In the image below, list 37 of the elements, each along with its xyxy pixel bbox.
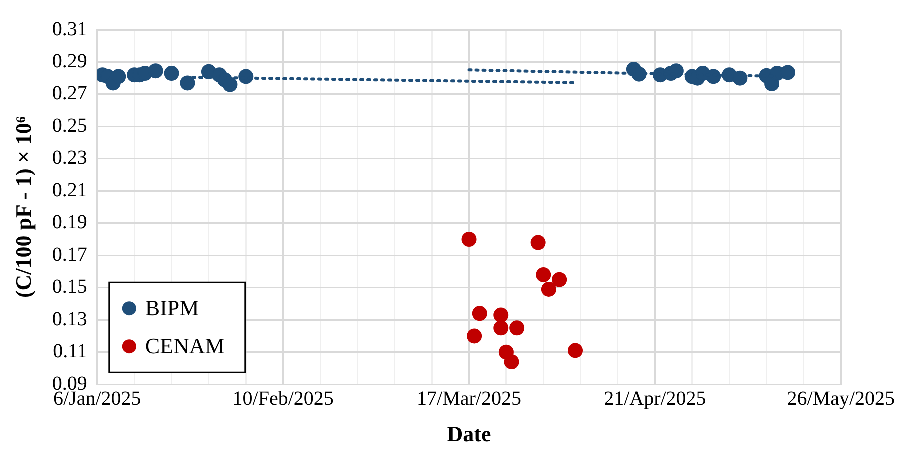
point (467, 328, 482, 344)
x-axis-title: Date (447, 421, 492, 446)
x-tick-label: 10/Feb/2025 (232, 388, 334, 410)
point (222, 77, 238, 92)
x-tick-label: 21/Apr/2025 (604, 388, 706, 410)
point (494, 320, 509, 336)
point (530, 235, 546, 250)
point (494, 308, 509, 323)
point (180, 76, 196, 91)
y-tick-label: 0.21 (52, 179, 88, 202)
legend-label: BIPM (145, 295, 200, 320)
point (111, 69, 126, 84)
y-tick-label: 0.27 (52, 82, 88, 105)
x-tick-label: 17/Mar/2025 (417, 388, 522, 410)
y-tick-label: 0.19 (52, 212, 88, 234)
point (541, 282, 556, 298)
y-tick-label: 0.17 (52, 244, 88, 266)
point (504, 354, 520, 370)
point (552, 272, 568, 288)
point (462, 232, 477, 248)
y-axis-title: (C/100 pF - 1) × 10⁶ (10, 116, 36, 298)
y-tick-label: 0.15 (52, 276, 88, 298)
y-tick-label: 0.31 (52, 18, 88, 40)
y-tick-label: 0.29 (52, 50, 88, 72)
y-tick-label: 0.11 (53, 340, 88, 363)
y-tick-label: 0.13 (52, 308, 88, 330)
point (164, 66, 180, 82)
legend-label: CENAM (145, 333, 225, 358)
point (780, 65, 796, 80)
point (148, 64, 164, 79)
x-tick-label: 26/May/2025 (787, 388, 896, 410)
y-tick-label: 0.25 (52, 114, 88, 137)
point (536, 267, 552, 282)
y-tick-label: 0.23 (52, 147, 88, 170)
point (472, 306, 488, 322)
point (510, 320, 525, 336)
point (568, 343, 583, 358)
